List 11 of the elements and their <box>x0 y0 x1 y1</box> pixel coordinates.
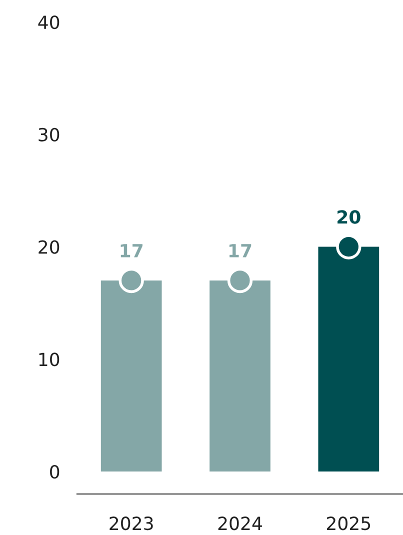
x-tick-label: 2023 <box>110 516 153 530</box>
data-label: 20 <box>338 210 360 224</box>
y-tick-label: 10 <box>39 352 60 366</box>
y-tick-label: 40 <box>38 15 60 30</box>
y-tick-label: 20 <box>38 240 60 254</box>
y-tick-label: 30 <box>38 128 60 142</box>
data-label: 17 <box>120 244 142 258</box>
x-tick-label: 2025 <box>327 516 370 530</box>
y-tick-label: 0 <box>50 464 60 479</box>
x-tick-label: 2024 <box>218 516 262 530</box>
data-label: 17 <box>229 244 252 258</box>
